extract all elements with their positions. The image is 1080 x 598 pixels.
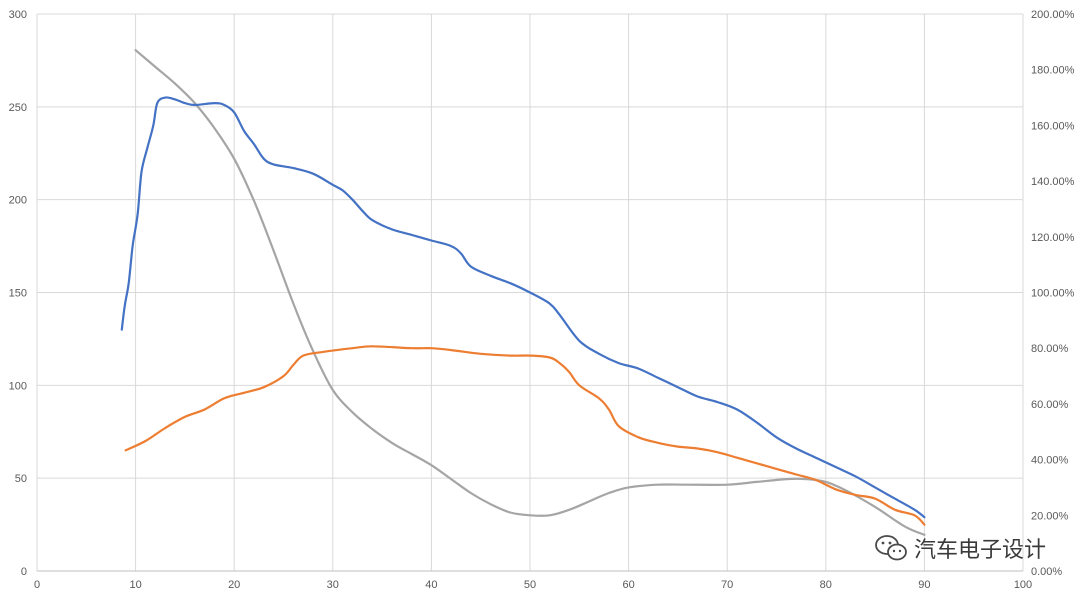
y2-tick-label: 180.00% (1031, 65, 1075, 77)
y2-tick-label: 140.00% (1031, 176, 1075, 188)
watermark: 汽车电子设计 (874, 532, 1046, 564)
series-line-3 (134, 49, 926, 536)
y-tick-label: 200 (9, 195, 27, 207)
x-tick-label: 70 (721, 579, 733, 591)
wechat-icon (875, 535, 907, 561)
x-axis-ticks: 0 10 20 30 40 50 60 70 80 90 100 (34, 579, 1032, 591)
x-tick-label: 30 (327, 579, 339, 591)
x-tick-label: 10 (129, 579, 141, 591)
y2-tick-label: 80.00% (1031, 343, 1069, 355)
y-tick-label: 300 (9, 9, 27, 21)
y2-tick-label: 0.00% (1031, 566, 1062, 578)
y2-tick-label: 160.00% (1031, 120, 1075, 132)
watermark-text: 汽车电子设计 (913, 538, 1046, 563)
x-tick-label: 40 (425, 579, 437, 591)
y-tick-label: 0 (21, 566, 27, 578)
y-tick-label: 100 (9, 380, 27, 392)
y2-tick-label: 20.00% (1031, 510, 1069, 522)
x-tick-label: 80 (820, 579, 832, 591)
x-tick-label: 60 (622, 579, 634, 591)
y2-tick-label: 100.00% (1031, 288, 1075, 300)
y-axis-right-ticks: 0.00% 20.00% 40.00% 60.00% 80.00% 100.00% 120.… (1031, 9, 1075, 578)
x-tick-label: 90 (918, 579, 930, 591)
series-line-2 (124, 345, 926, 526)
y-tick-label: 150 (9, 288, 27, 300)
grid-layer (36, 13, 1024, 571)
series-layer (120, 49, 926, 536)
x-tick-label: 100 (1014, 579, 1032, 591)
y2-tick-label: 40.00% (1031, 455, 1069, 467)
x-tick-label: 20 (228, 579, 240, 591)
y-axis-left-ticks: 0 50 100 150 200 250 300 (9, 9, 27, 578)
y2-tick-label: 60.00% (1031, 399, 1069, 411)
y-tick-label: 50 (15, 473, 27, 485)
x-tick-label: 50 (524, 579, 536, 591)
y-tick-label: 250 (9, 102, 27, 114)
y2-tick-label: 200.00% (1031, 9, 1075, 21)
x-tick-label: 0 (34, 579, 40, 591)
y2-tick-label: 120.00% (1031, 232, 1075, 244)
series-line-1 (120, 96, 926, 519)
